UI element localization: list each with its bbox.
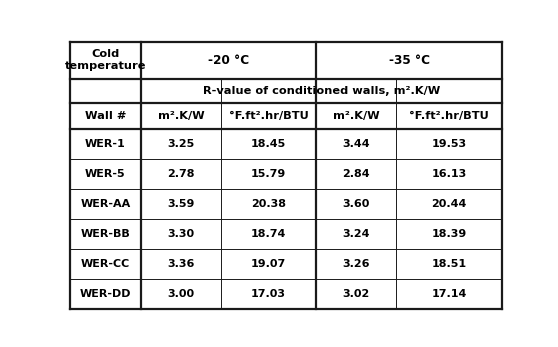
Text: 3.36: 3.36 xyxy=(167,259,195,269)
Text: WER-BB: WER-BB xyxy=(80,229,131,239)
Text: 3.30: 3.30 xyxy=(167,229,195,239)
Text: 3.60: 3.60 xyxy=(343,199,370,209)
Text: 3.59: 3.59 xyxy=(167,199,195,209)
Text: 17.03: 17.03 xyxy=(251,289,286,299)
Text: °F.ft².hr/BTU: °F.ft².hr/BTU xyxy=(410,111,489,121)
Text: Cold
temperature: Cold temperature xyxy=(65,49,146,71)
Text: R-value of conditioned walls, m².K/W: R-value of conditioned walls, m².K/W xyxy=(203,86,440,95)
Text: 19.07: 19.07 xyxy=(251,259,286,269)
Text: 18.74: 18.74 xyxy=(251,229,286,239)
Text: 16.13: 16.13 xyxy=(431,169,467,179)
Text: 20.38: 20.38 xyxy=(251,199,286,209)
Text: 20.44: 20.44 xyxy=(431,199,467,209)
Text: 18.45: 18.45 xyxy=(251,139,286,149)
Text: 19.53: 19.53 xyxy=(432,139,467,149)
Text: WER-5: WER-5 xyxy=(85,169,126,179)
Text: 3.26: 3.26 xyxy=(343,259,370,269)
Text: 3.44: 3.44 xyxy=(343,139,370,149)
Text: WER-1: WER-1 xyxy=(85,139,126,149)
Text: WER-DD: WER-DD xyxy=(80,289,131,299)
Text: -35 °C: -35 °C xyxy=(389,53,430,67)
Text: WER-CC: WER-CC xyxy=(81,259,130,269)
Text: m².K/W: m².K/W xyxy=(158,111,204,121)
Text: -20 °C: -20 °C xyxy=(208,53,249,67)
Text: 2.84: 2.84 xyxy=(343,169,370,179)
Text: 3.24: 3.24 xyxy=(343,229,370,239)
Text: m².K/W: m².K/W xyxy=(333,111,379,121)
Text: WER-AA: WER-AA xyxy=(80,199,131,209)
Text: 17.14: 17.14 xyxy=(431,289,467,299)
Text: 18.39: 18.39 xyxy=(431,229,467,239)
Text: 3.25: 3.25 xyxy=(167,139,195,149)
Text: Wall #: Wall # xyxy=(85,111,126,121)
Text: 3.00: 3.00 xyxy=(167,289,195,299)
Text: 3.02: 3.02 xyxy=(343,289,370,299)
Text: 18.51: 18.51 xyxy=(432,259,467,269)
Text: °F.ft².hr/BTU: °F.ft².hr/BTU xyxy=(229,111,309,121)
Text: 2.78: 2.78 xyxy=(167,169,195,179)
Text: 15.79: 15.79 xyxy=(251,169,286,179)
